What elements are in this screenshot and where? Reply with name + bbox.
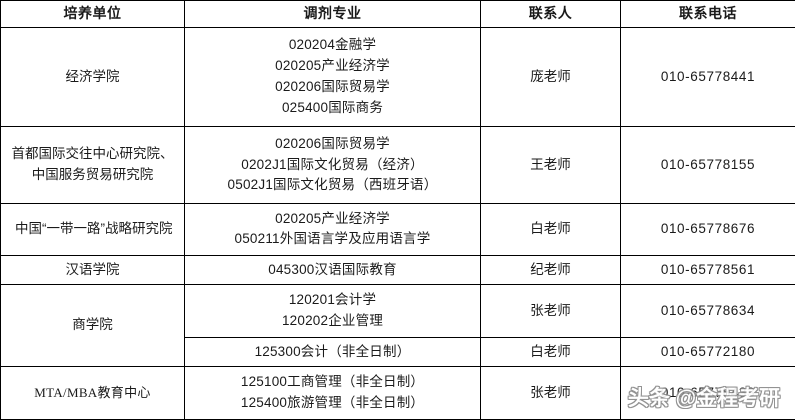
unit-label: 汉语学院 [65, 261, 120, 277]
major-line: 020206国际贸易学 [275, 79, 390, 95]
majors-list: 020204金融学 020205产业经济学 020206国际贸易学 025400国际商… [189, 35, 476, 119]
cell-unit: 经济学院 [0, 26, 185, 128]
table-row: 汉语学院 045300汉语国际教育 纪老师 010-65778561 [0, 255, 795, 286]
major-line: 020205产业经济学 [275, 58, 390, 74]
contact-name: 王老师 [530, 156, 571, 172]
cell-majors: 020204金融学 020205产业经济学 020206国际贸易学 025400国际商… [184, 26, 481, 128]
major-line: 125400旅游管理（非全日制） [240, 395, 425, 411]
table-header: 培养单位 调剂专业 联系人 联系电话 [0, 0, 795, 28]
cell-contact: 白老师 [480, 337, 621, 368]
major-line: 025400国际商务 [281, 99, 384, 115]
major-line: 045300汉语国际教育 [268, 261, 397, 277]
cell-phone: 010-65778676 [620, 202, 795, 257]
unit-label: 中国“一带一路”战略研究院 [15, 221, 173, 236]
cell-unit: 首都国际交往中心研究院、中国服务贸易研究院 [0, 126, 185, 204]
major-line: 120201会计学 [288, 292, 377, 308]
table-header-row: 培养单位 调剂专业 联系人 联系电话 [0, 0, 795, 28]
phone-number: 010-65778433 [660, 384, 756, 400]
table-row: 商学院 120201会计学 120202企业管理 张老师 010-65778634 [0, 284, 795, 368]
contact-name: 张老师 [530, 302, 571, 318]
major-line: 125100工商管理（非全日制） [240, 374, 425, 390]
column-header-unit: 培养单位 [0, 0, 185, 28]
cell-phone: 010-65778441 [620, 26, 795, 128]
phone-number: 010-65778676 [660, 221, 756, 236]
table-row: 125300会计（非全日制） 白老师 010-65772180 [1, 337, 795, 368]
unit-label: MTA/MBA教育中心 [34, 385, 151, 401]
majors-list: 125300会计（非全日制） [189, 342, 476, 363]
table-body: 经济学院 020204金融学 020205产业经济学 020206国际贸易学 02540… [0, 26, 795, 420]
unit-label: 经济学院 [65, 68, 120, 84]
cell-contact: 张老师 [480, 366, 621, 420]
cell-phone: 010-65778634 [620, 284, 795, 339]
cell-phone: 010-65778155 [620, 126, 795, 204]
table-row: 中国“一带一路”战略研究院 020205产业经济学 050211外国语言学及应用语言… [0, 202, 795, 257]
column-header-phone: 联系电话 [620, 0, 795, 28]
majors-list: 045300汉语国际教育 [189, 260, 476, 281]
majors-list: 020205产业经济学 050211外国语言学及应用语言学 [189, 209, 476, 251]
cell-unit: MTA/MBA教育中心 [0, 366, 185, 420]
column-header-major: 调剂专业 [184, 0, 481, 28]
table-row: 首都国际交往中心研究院、中国服务贸易研究院 020206国际贸易学 0202J1国际… [0, 126, 795, 204]
contact-name: 白老师 [530, 343, 571, 359]
unit-label: 首都国际交往中心研究院、中国服务贸易研究院 [11, 146, 174, 183]
phone-number: 010-65778441 [660, 68, 756, 84]
majors-list: 020206国际贸易学 0202J1国际文化贸易（经济） 0502J1国际文化贸易（… [189, 134, 476, 197]
cell-contact: 王老师 [480, 126, 621, 204]
contact-name: 庞老师 [530, 68, 571, 84]
cell-phone: 010-65778433 [620, 366, 795, 420]
majors-list: 120201会计学 120202企业管理 [189, 290, 476, 332]
cell-contact: 张老师 [480, 284, 621, 339]
cell-unit: 商学院 [0, 284, 185, 368]
phone-number: 010-65772180 [660, 343, 756, 359]
contact-name: 张老师 [530, 384, 571, 400]
cell-contact: 白老师 [480, 202, 621, 257]
major-line: 125300会计（非全日制） [254, 343, 411, 359]
phone-number: 010-65778561 [660, 261, 756, 277]
major-line: 0202J1国际文化贸易（经济） [241, 156, 424, 172]
unit-label: 商学院 [72, 317, 113, 333]
cell-majors: 020205产业经济学 050211外国语言学及应用语言学 [184, 202, 481, 257]
cell-majors: 020206国际贸易学 0202J1国际文化贸易（经济） 0502J1国际文化贸易（… [184, 126, 481, 204]
cell-contact: 纪老师 [480, 255, 621, 286]
majors-list: 125100工商管理（非全日制） 125400旅游管理（非全日制） [189, 372, 476, 414]
cell-majors: 045300汉语国际教育 [184, 255, 481, 286]
major-line: 050211外国语言学及应用语言学 [234, 231, 431, 247]
cell-phone: 010-65778561 [620, 255, 795, 286]
cell-unit: 中国“一带一路”战略研究院 [0, 202, 185, 257]
contact-name: 纪老师 [530, 261, 571, 277]
table-row: MTA/MBA教育中心 125100工商管理（非全日制） 125400旅游管理（非全… [0, 366, 795, 420]
cell-majors: 125300会计（非全日制） [184, 337, 481, 368]
major-line: 020205产业经济学 [275, 210, 390, 226]
column-header-contact: 联系人 [480, 0, 621, 28]
cell-unit: 汉语学院 [0, 255, 185, 286]
major-line: 020204金融学 [288, 37, 377, 53]
cell-contact: 庞老师 [480, 26, 621, 128]
table-row: 经济学院 020204金融学 020205产业经济学 020206国际贸易学 02540… [0, 26, 795, 128]
contact-name: 白老师 [530, 221, 571, 236]
cell-majors: 125100工商管理（非全日制） 125400旅游管理（非全日制） [184, 366, 481, 420]
major-line: 120202企业管理 [281, 313, 384, 329]
cell-phone: 010-65772180 [620, 337, 795, 368]
phone-number: 010-65778634 [660, 302, 756, 318]
cell-majors: 120201会计学 120202企业管理 [184, 284, 481, 339]
major-line: 020206国际贸易学 [275, 135, 390, 151]
major-line: 0502J1国际文化贸易（西班牙语） [227, 177, 438, 193]
phone-number: 010-65778155 [660, 156, 756, 172]
